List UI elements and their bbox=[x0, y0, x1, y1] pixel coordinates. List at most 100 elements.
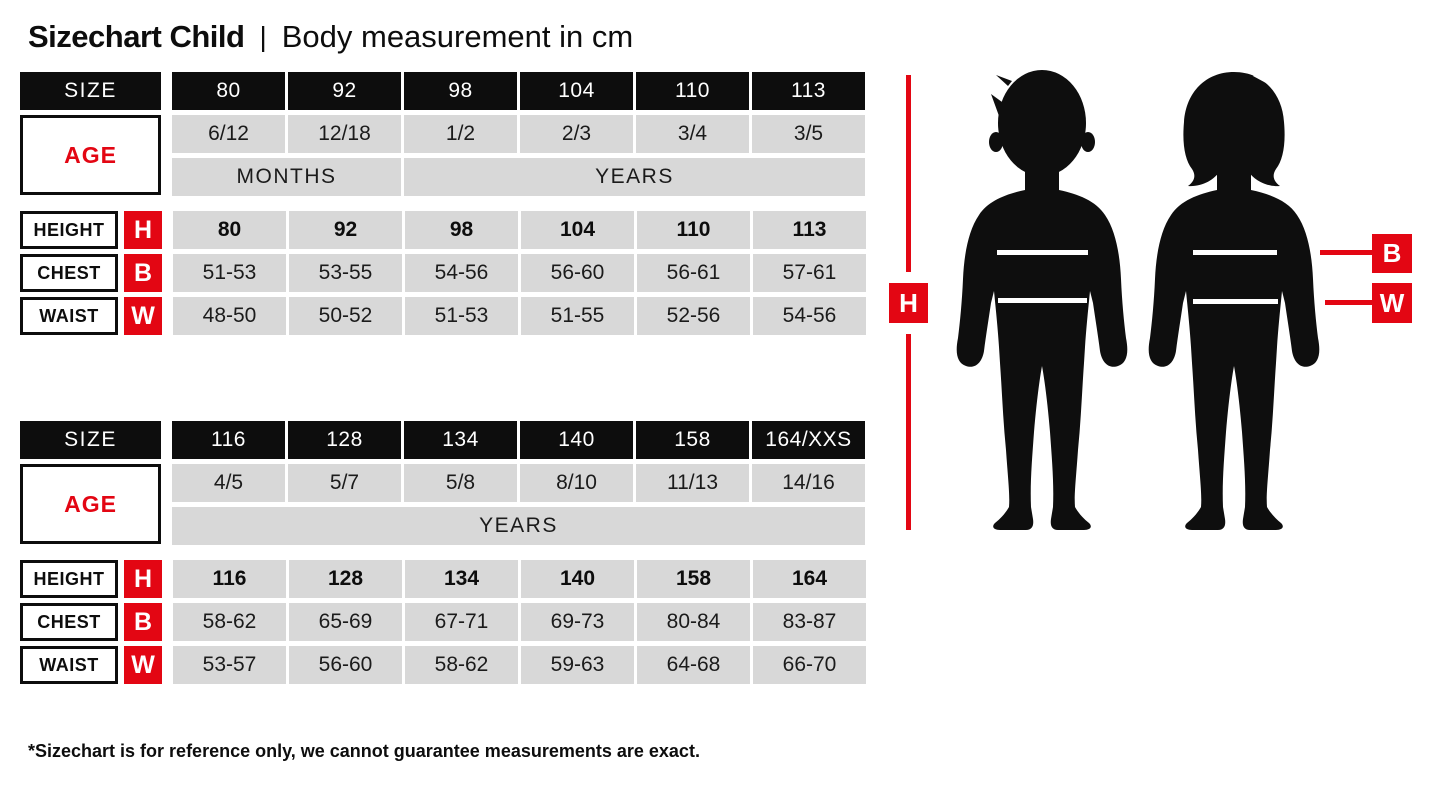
height-cell: 113 bbox=[753, 211, 866, 249]
chest-cells: 58-62 65-69 67-71 69-73 80-84 83-87 bbox=[173, 603, 866, 641]
age-cell: 11/13 bbox=[636, 464, 749, 502]
waist-cell: 59-63 bbox=[521, 646, 634, 684]
age-cell: 6/12 bbox=[172, 115, 285, 153]
chest-cell: 80-84 bbox=[637, 603, 750, 641]
chest-cell: 83-87 bbox=[753, 603, 866, 641]
waist-cell: 51-53 bbox=[405, 297, 518, 335]
size-cell: 116 bbox=[172, 421, 285, 459]
waist-letter-badge: W bbox=[124, 297, 162, 335]
waist-row-label: WAIST bbox=[20, 297, 118, 335]
size-cells: 80 92 98 104 110 113 bbox=[172, 72, 865, 110]
waist-pointer-line bbox=[1325, 300, 1372, 305]
size-cell: 158 bbox=[636, 421, 749, 459]
age-cell: 14/16 bbox=[752, 464, 865, 502]
title-separator: | bbox=[259, 21, 267, 52]
title-subtitle: Body measurement in cm bbox=[281, 19, 634, 54]
size-cell: 104 bbox=[520, 72, 633, 110]
chest-cell: 69-73 bbox=[521, 603, 634, 641]
chest-cell: 65-69 bbox=[289, 603, 402, 641]
chest-cell: 54-56 bbox=[405, 254, 518, 292]
age-cells: 4/5 5/7 5/8 8/10 11/13 14/16 bbox=[172, 464, 865, 502]
size-table-small: SIZE 80 92 98 104 110 113 AGE 6/12 12/18… bbox=[20, 72, 868, 340]
age-unit-years: YEARS bbox=[404, 158, 865, 196]
height-row-label: HEIGHT bbox=[20, 560, 118, 598]
girl-silhouette-icon bbox=[1148, 72, 1320, 530]
size-cell: 80 bbox=[172, 72, 285, 110]
page-title: Sizechart Child | Body measurement in cm bbox=[28, 19, 634, 54]
size-cell: 134 bbox=[404, 421, 517, 459]
height-cell: 116 bbox=[173, 560, 286, 598]
chest-cell: 53-55 bbox=[289, 254, 402, 292]
height-cell: 140 bbox=[521, 560, 634, 598]
waist-cell: 48-50 bbox=[173, 297, 286, 335]
height-row: HEIGHT H 80 92 98 104 110 113 bbox=[20, 211, 868, 249]
chest-row: CHEST B 51-53 53-55 54-56 56-60 56-61 57… bbox=[20, 254, 868, 292]
chest-row-label: CHEST bbox=[20, 603, 118, 641]
age-area: AGE 4/5 5/7 5/8 8/10 11/13 14/16 YEARS bbox=[20, 464, 868, 545]
age-cell: 4/5 bbox=[172, 464, 285, 502]
chest-cell: 58-62 bbox=[173, 603, 286, 641]
height-cell: 134 bbox=[405, 560, 518, 598]
height-cell: 80 bbox=[173, 211, 286, 249]
height-cell: 98 bbox=[405, 211, 518, 249]
size-row-label: SIZE bbox=[20, 72, 161, 110]
age-columns: 6/12 12/18 1/2 2/3 3/4 3/5 MONTHS YEARS bbox=[172, 115, 865, 196]
waist-row: WAIST W 53-57 56-60 58-62 59-63 64-68 66… bbox=[20, 646, 868, 684]
size-cell: 164/XXS bbox=[752, 421, 865, 459]
girl-hair-parting bbox=[1253, 72, 1266, 83]
waist-marker-badge: W bbox=[1372, 283, 1412, 323]
waist-cells: 53-57 56-60 58-62 59-63 64-68 66-70 bbox=[173, 646, 866, 684]
waist-cell: 66-70 bbox=[753, 646, 866, 684]
age-area: AGE 6/12 12/18 1/2 2/3 3/4 3/5 MONTHS YE… bbox=[20, 115, 868, 196]
height-letter-badge: H bbox=[124, 560, 162, 598]
size-cell: 128 bbox=[288, 421, 401, 459]
waist-row-label: WAIST bbox=[20, 646, 118, 684]
age-unit-cells: MONTHS YEARS bbox=[172, 158, 865, 196]
height-cell: 158 bbox=[637, 560, 750, 598]
height-row-label: HEIGHT bbox=[20, 211, 118, 249]
title-main: Sizechart Child bbox=[28, 19, 245, 54]
height-cell: 92 bbox=[289, 211, 402, 249]
age-row-label: AGE bbox=[20, 115, 161, 195]
chest-row-label: CHEST bbox=[20, 254, 118, 292]
height-marker-badge: H bbox=[878, 272, 939, 334]
age-cell: 2/3 bbox=[520, 115, 633, 153]
boy-waist-line bbox=[998, 298, 1087, 303]
chest-letter-badge: B bbox=[124, 603, 162, 641]
age-cell: 1/2 bbox=[404, 115, 517, 153]
size-row: SIZE 80 92 98 104 110 113 bbox=[20, 72, 868, 110]
age-unit-cells: YEARS bbox=[172, 507, 865, 545]
age-cell: 5/7 bbox=[288, 464, 401, 502]
chest-cell: 56-60 bbox=[521, 254, 634, 292]
age-cell: 5/8 bbox=[404, 464, 517, 502]
size-row: SIZE 116 128 134 140 158 164/XXS bbox=[20, 421, 868, 459]
age-unit-years: YEARS bbox=[172, 507, 865, 545]
chest-cell: 51-53 bbox=[173, 254, 286, 292]
size-cell: 140 bbox=[520, 421, 633, 459]
chest-cell: 67-71 bbox=[405, 603, 518, 641]
age-columns: 4/5 5/7 5/8 8/10 11/13 14/16 YEARS bbox=[172, 464, 865, 545]
height-cells: 116 128 134 140 158 164 bbox=[173, 560, 866, 598]
height-cell: 110 bbox=[637, 211, 750, 249]
age-cell: 3/4 bbox=[636, 115, 749, 153]
size-cells: 116 128 134 140 158 164/XXS bbox=[172, 421, 865, 459]
waist-cell: 58-62 bbox=[405, 646, 518, 684]
chest-row: CHEST B 58-62 65-69 67-71 69-73 80-84 83… bbox=[20, 603, 868, 641]
boy-chest-line bbox=[997, 250, 1088, 255]
age-cell: 8/10 bbox=[520, 464, 633, 502]
height-cells: 80 92 98 104 110 113 bbox=[173, 211, 866, 249]
waist-cell: 52-56 bbox=[637, 297, 750, 335]
age-cell: 12/18 bbox=[288, 115, 401, 153]
size-cell: 110 bbox=[636, 72, 749, 110]
chest-cells: 51-53 53-55 54-56 56-60 56-61 57-61 bbox=[173, 254, 866, 292]
age-unit-months: MONTHS bbox=[172, 158, 401, 196]
height-row: HEIGHT H 116 128 134 140 158 164 bbox=[20, 560, 868, 598]
size-row-label: SIZE bbox=[20, 421, 161, 459]
size-cell: 92 bbox=[288, 72, 401, 110]
height-letter-badge: H bbox=[124, 211, 162, 249]
waist-letter-badge: W bbox=[124, 646, 162, 684]
disclaimer-text: *Sizechart is for reference only, we can… bbox=[28, 741, 700, 761]
girl-chest-line bbox=[1193, 250, 1277, 255]
chest-cell: 57-61 bbox=[753, 254, 866, 292]
chest-cell: 56-61 bbox=[637, 254, 750, 292]
